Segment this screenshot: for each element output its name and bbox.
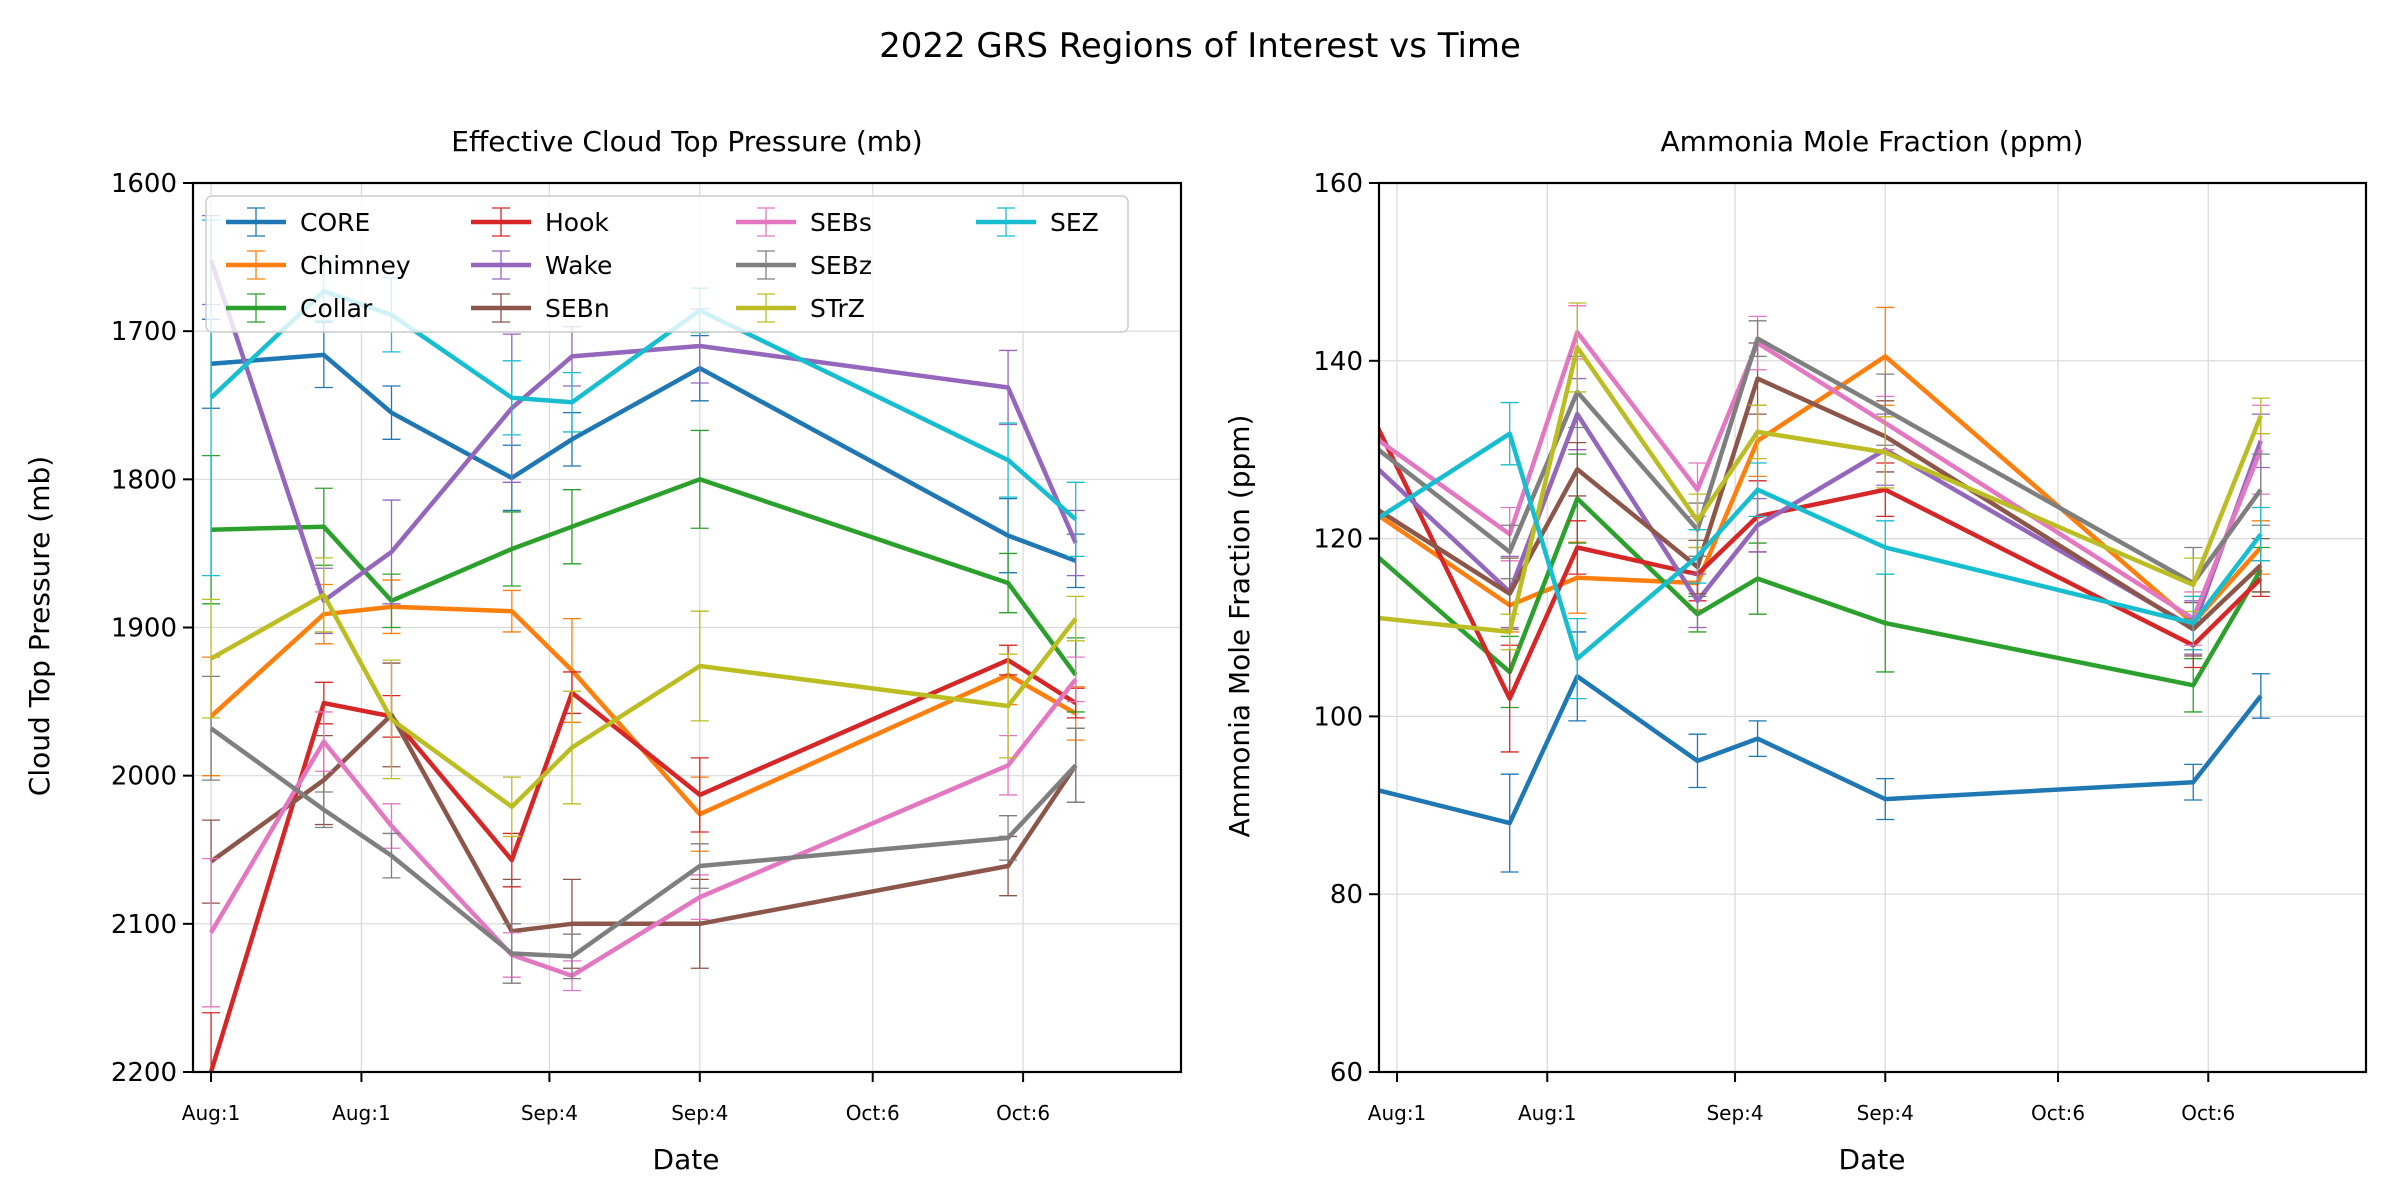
x-axis-label: Date [653,1143,720,1176]
legend-label: STrZ [810,294,865,323]
series-line-sebs [209,678,1078,978]
x-tick-label: Oct:6 [2181,1101,2235,1125]
series-line-sez [1379,431,2263,661]
y-tick-label: 1700 [111,317,177,347]
series-line-sebs [1379,330,2263,621]
legend-label: Collar [300,294,373,323]
y-tick-label: 160 [1313,169,1363,199]
series-line-collar [210,477,1078,677]
legend-frame [205,195,1129,333]
y-tick-label: 2000 [111,762,177,792]
figure-title: 2022 GRS Regions of Interest vs Time [879,26,1521,66]
legend-item-core: CORE [226,207,370,237]
x-tick-label: Oct:6 [846,1101,900,1125]
x-tick-label: Aug:1 [1518,1101,1577,1125]
series-line-sebn [209,712,1078,934]
y-tick-label: 1600 [111,169,177,199]
y-tick-label: 80 [1330,880,1363,910]
legend-label: CORE [300,208,370,237]
legend-item-sebz: SEBz [736,250,872,280]
series-line-core [210,352,1077,563]
legend-item-chimney: Chimney [226,250,411,280]
series-line-chimney [1379,354,2263,626]
x-tick-label: Aug:1 [332,1101,391,1125]
legend-item-sebs: SEBs [736,207,872,237]
series-line-sebz [209,726,1078,959]
y-tick-label: 1900 [111,614,177,644]
legend-item-sebn: SEBn [471,293,610,323]
x-tick-label: Aug:1 [182,1101,241,1125]
axes-frame [1377,181,2368,1074]
y-tick-label: 120 [1313,525,1363,555]
legend-item-strz: STrZ [736,293,865,323]
x-tick-label: Aug:1 [1368,1101,1427,1125]
panel-title: Effective Cloud Top Pressure (mb) [451,125,922,158]
series-line-strz [1379,345,2263,635]
y-tick-label: 60 [1330,1058,1363,1088]
y-tick-label: 1800 [111,465,177,495]
series-line-strz [209,592,1078,810]
ammonia-panel: Ammonia Mole Fraction (ppm) Date Ammonia… [1223,125,2368,1176]
x-tick-label: Oct:6 [996,1101,1050,1125]
legend-label: Chimney [300,251,411,280]
x-tick-label: Sep:4 [671,1101,728,1125]
x-axis-label: Date [1839,1143,1906,1176]
legend-label: SEBs [810,208,872,237]
cloud-pressure-panel: Effective Cloud Top Pressure (mb) Date C… [23,125,1183,1176]
y-tick-label: 100 [1313,702,1363,732]
x-tick-label: Oct:6 [2031,1101,2085,1125]
series-line-hook [1379,424,2263,701]
series-line-core [1379,674,2263,826]
y-tick-label: 2200 [111,1058,177,1088]
legend-label: SEBn [545,294,610,323]
legend-item-hook: Hook [471,207,609,237]
grid [1379,182,2366,1073]
legend-item-wake: Wake [471,250,612,280]
legend-item-collar: Collar [226,293,373,323]
legend-label: Hook [545,208,609,237]
series-line-collar [1379,496,2263,688]
legend-label: Wake [545,251,612,280]
y-tick-label: 140 [1313,347,1363,377]
y-axis-label: Cloud Top Pressure (mb) [23,456,56,796]
legend-item-sez: SEZ [976,207,1099,237]
series-group [1379,302,2270,873]
y-tick-label: 2100 [111,910,177,940]
panel-title: Ammonia Mole Fraction (ppm) [1661,125,2084,158]
series-line-wake [208,259,1078,604]
legend: CORE Chimney Collar Hook Wake SEBn SEBs SEBz STr… [205,195,1129,333]
legend-label: SEBz [810,251,872,280]
y-axis-label: Ammonia Mole Fraction (ppm) [1223,415,1256,838]
x-tick-label: Sep:4 [521,1101,578,1125]
x-tick-label: Sep:4 [1706,1101,1763,1125]
legend-label: SEZ [1050,208,1099,237]
series-line-sebz [1379,336,2263,586]
x-tick-label: Sep:4 [1857,1101,1914,1125]
